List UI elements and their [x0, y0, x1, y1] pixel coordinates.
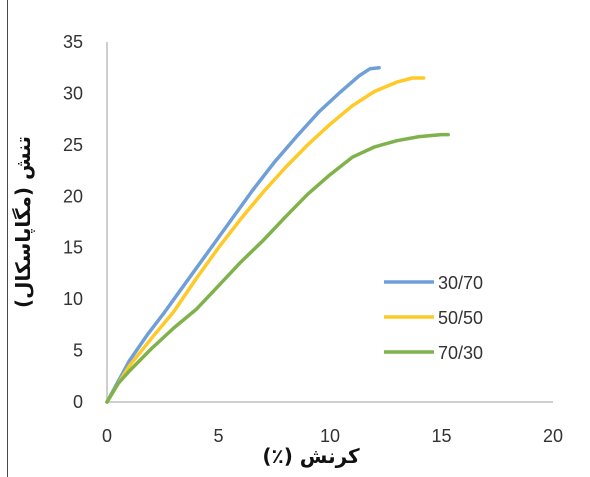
legend: 30/70 50/50 70/30 [384, 273, 483, 363]
y-tick-label: 35 [63, 32, 83, 52]
y-tick-label: 10 [63, 289, 83, 309]
y-tick-label: 25 [63, 135, 83, 155]
y-tick-labels: 0 5 10 15 20 25 30 35 [63, 32, 83, 412]
legend-label: 50/50 [438, 308, 483, 328]
y-tick-label: 15 [63, 238, 83, 258]
axes [106, 42, 553, 403]
x-tick-label: 0 [102, 426, 112, 446]
legend-label: 30/70 [438, 273, 483, 293]
x-tick-label: 5 [213, 426, 223, 446]
series-line-50-50 [105, 76, 426, 404]
legend-label: 70/30 [438, 343, 483, 363]
y-tick-label: 0 [73, 392, 83, 412]
series-line-30-70 [105, 65, 381, 404]
x-tick-label: 20 [543, 426, 563, 446]
x-tick-labels: 0 5 10 15 20 [102, 426, 563, 446]
x-axis-title: کرنش (٪) [262, 444, 360, 468]
left-border-line [7, 0, 8, 477]
y-tick-label: 20 [63, 186, 83, 206]
series-line-70-30 [105, 132, 450, 404]
y-tick-label: 5 [73, 341, 83, 361]
y-tick-label: 30 [63, 83, 83, 103]
x-tick-label: 15 [431, 426, 451, 446]
series-lines [105, 65, 450, 404]
x-tick-label: 10 [320, 426, 340, 446]
y-axis-title: تنش (مگاپاسکال) [11, 136, 36, 308]
